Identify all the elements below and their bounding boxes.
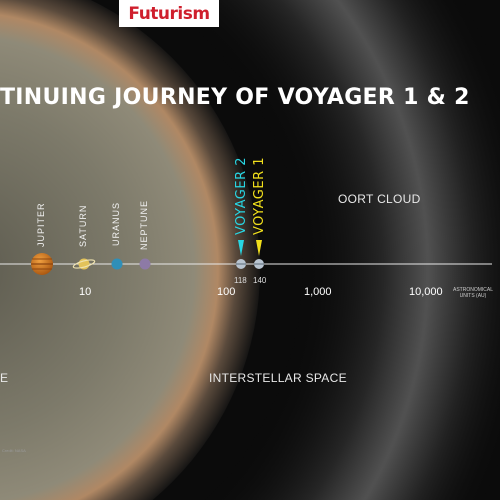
voyager-1-probe-icon bbox=[254, 259, 264, 269]
uranus-planet-icon bbox=[111, 258, 123, 270]
jupiter-label: JUPITER bbox=[36, 202, 46, 247]
voyager-1-distance: 140 bbox=[253, 276, 267, 285]
voyager-1-label: VOYAGER 1 bbox=[252, 156, 267, 235]
image-credit: Credit: NASA bbox=[2, 448, 26, 453]
voyager-2-pointer-icon bbox=[238, 240, 244, 256]
axis-tick-100: 100 bbox=[217, 286, 236, 298]
brand-name: Futurism bbox=[128, 3, 210, 24]
voyager-2-probe-icon bbox=[236, 259, 246, 269]
voyager-1-pointer-icon bbox=[256, 240, 262, 256]
saturn-planet-icon bbox=[72, 258, 96, 270]
interstellar-space-label: INTERSTELLAR SPACE bbox=[209, 371, 347, 385]
voyager-2-label: VOYAGER 2 bbox=[234, 156, 249, 235]
jupiter-planet-icon bbox=[31, 253, 53, 275]
neptune-planet-icon bbox=[139, 258, 151, 270]
page-title: TINUING JOURNEY OF VOYAGER 1 & 2 bbox=[0, 85, 470, 110]
axis-tick-10: 10 bbox=[79, 286, 92, 298]
uranus-label: URANUS bbox=[111, 201, 121, 246]
heliosphere-label-fragment: E bbox=[0, 371, 9, 385]
neptune-label: NEPTUNE bbox=[139, 199, 149, 250]
saturn-label: SATURN bbox=[78, 204, 88, 247]
oort-cloud-label: OORT CLOUD bbox=[338, 192, 421, 206]
voyager-2-distance: 118 bbox=[234, 276, 247, 285]
futurism-logo[interactable]: Futurism bbox=[119, 0, 219, 27]
axis-tick-1000: 1,000 bbox=[304, 286, 332, 298]
axis-tick-10000: 10,000 bbox=[409, 286, 443, 298]
axis-unit-label: ASTRONOMICAL UNITS (AU) bbox=[452, 287, 493, 299]
